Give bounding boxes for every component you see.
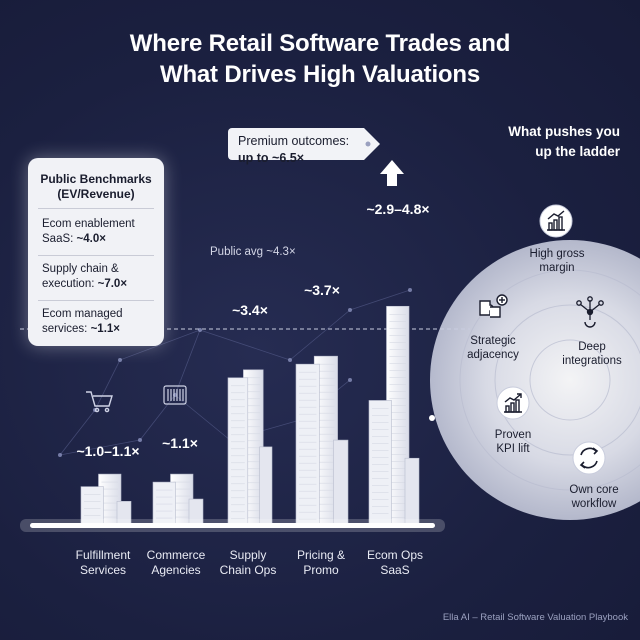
ladder-title: What pushes you up the ladder: [470, 122, 620, 162]
benchmark-row-label: services:: [42, 323, 91, 335]
ladder-item-line: KPI lift: [496, 443, 530, 455]
benchmark-row-label: Supply chain &: [42, 263, 119, 275]
category-label-line: Services: [79, 563, 126, 577]
bar: [152, 481, 176, 525]
benchmark-row-label: SaaS:: [42, 233, 77, 245]
bar: [295, 363, 320, 525]
category-label-line: Pricing &: [296, 548, 346, 562]
data-label: ~1.0–1.1×: [76, 443, 140, 459]
up-arrow-icon: [380, 160, 404, 186]
divider: [38, 300, 154, 301]
category-label-line: Commerce: [146, 548, 206, 562]
integration-hub-icon: [576, 296, 604, 328]
category-label-line: Agencies: [151, 563, 201, 577]
public-avg-label: Public avg ~4.3×: [210, 246, 296, 258]
divider: [38, 255, 154, 256]
benchmark-row-value: ~7.0×: [97, 278, 128, 290]
growth-chart-icon: [539, 204, 573, 238]
ladder-item-line: Deep: [578, 341, 606, 353]
benchmark-row: Ecom enablement SaaS: ~4.0×: [42, 217, 154, 247]
ladder-title-line-2: up the ladder: [535, 144, 620, 159]
category-label-line: Chain Ops: [219, 563, 277, 577]
ladder-item: Proven KPI lift: [468, 428, 558, 456]
bar: [333, 439, 349, 525]
cart-icon: [86, 391, 113, 413]
category-label-line: Promo: [303, 563, 339, 577]
benchmark-row-value: ~1.1×: [90, 323, 120, 335]
data-label: ~3.7×: [304, 282, 340, 298]
title-line-2: What Drives High Valuations: [160, 61, 480, 88]
category-label: Ecom Ops SaaS: [350, 548, 440, 578]
premium-tag-shape: [228, 128, 380, 160]
ladder-title-line-1: What pushes you: [508, 124, 620, 139]
benchmark-row-label: Ecom managed: [42, 308, 123, 320]
title-line-1: Where Retail Software Trades and: [129, 30, 511, 57]
category-label-line: Fulfillment: [75, 548, 131, 562]
bar: [368, 400, 392, 525]
premium-line-1: Premium outcomes:: [238, 134, 350, 148]
category-label-line: Supply: [229, 548, 267, 562]
category-label-line: Ecom Ops: [366, 548, 423, 562]
premium-tag: Premium outcomes: up to ~6.5×: [228, 126, 378, 168]
divider: [38, 208, 154, 209]
data-label: ~2.9–4.8×: [366, 201, 430, 217]
benchmarks-card: Public Benchmarks (EV/Revenue) Ecom enab…: [28, 158, 164, 346]
puzzle-icon: [479, 294, 508, 318]
category-label: Commerce Agencies: [131, 548, 221, 578]
ladder-item-line: integrations: [562, 355, 622, 367]
bar: [259, 446, 273, 525]
ladder-item: High gross margin: [512, 247, 602, 275]
data-label: ~1.1×: [162, 435, 198, 451]
data-label: ~3.4×: [232, 302, 268, 318]
ladder-item: Own core workflow: [549, 483, 639, 511]
ladder-item-line: margin: [539, 262, 575, 274]
benchmark-row: Ecom managed services: ~1.1×: [42, 307, 154, 337]
barcode-icon: [163, 385, 187, 405]
ladder-item-line: adjacency: [467, 349, 519, 361]
benchmark-row-label: Ecom enablement: [42, 218, 135, 230]
ladder-item: Deep integrations: [547, 340, 637, 368]
category-label: Supply Chain Ops: [203, 548, 293, 578]
bar: [80, 486, 104, 525]
ladder-item: Strategic adjacency: [448, 334, 538, 362]
ladder-item-line: Proven: [494, 429, 532, 441]
benchmarks-header-line-2: (EV/Revenue): [57, 187, 135, 201]
footer-credit: Ella AI – Retail Software Valuation Play…: [442, 612, 628, 623]
ladder-item-line: High gross: [529, 248, 585, 260]
bar: [404, 457, 420, 525]
ground-line: [30, 523, 435, 528]
benchmark-row: Supply chain & execution: ~7.0×: [42, 262, 154, 292]
kpi-chart-icon: [496, 386, 530, 420]
ladder-circle: [430, 240, 640, 520]
premium-line-2: up to ~6.5×: [238, 151, 304, 165]
ladder-item-line: Own core: [569, 484, 619, 496]
ladder-item-line: workflow: [571, 498, 617, 510]
category-label: Fulfillment Services: [58, 548, 148, 578]
category-label-line: SaaS: [380, 563, 410, 577]
benchmark-row-label: execution:: [42, 278, 98, 290]
benchmark-row-value: ~4.0×: [76, 233, 106, 245]
cycle-arrows-icon: [572, 441, 606, 475]
benchmarks-header: Public Benchmarks (EV/Revenue): [28, 172, 164, 202]
page-title: Where Retail Software Trades and What Dr…: [0, 28, 640, 90]
category-label: Pricing & Promo: [276, 548, 366, 578]
ladder-item-line: Strategic: [470, 335, 516, 347]
benchmarks-header-line-1: Public Benchmarks: [40, 172, 152, 186]
